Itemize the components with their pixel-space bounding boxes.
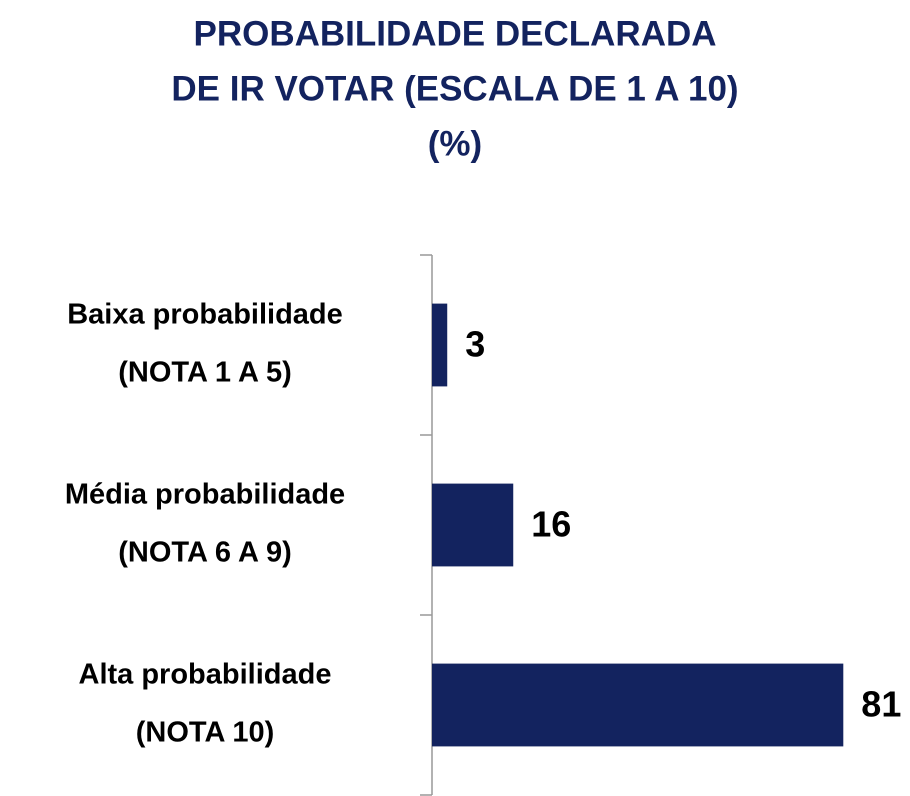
chart-title: PROBABILIDADE DECLARADA: [193, 14, 716, 53]
value-label: 81: [861, 684, 901, 725]
bar: [432, 483, 514, 567]
value-label: 3: [465, 324, 485, 365]
y-tick-label: (NOTA 6 A 9): [118, 537, 291, 569]
bar: [432, 663, 844, 747]
y-tick-label: Baixa probabilidade: [67, 299, 343, 331]
chart-title: (%): [428, 124, 482, 163]
y-tick-label: Média probabilidade: [65, 479, 345, 511]
bar: [432, 303, 448, 387]
y-tick-label: Alta probabilidade: [79, 659, 332, 691]
y-tick-label: (NOTA 10): [136, 717, 275, 749]
y-tick-label: (NOTA 1 A 5): [118, 357, 291, 389]
value-label: 16: [531, 504, 571, 545]
chart-title: DE IR VOTAR (ESCALA DE 1 A 10): [171, 69, 738, 108]
